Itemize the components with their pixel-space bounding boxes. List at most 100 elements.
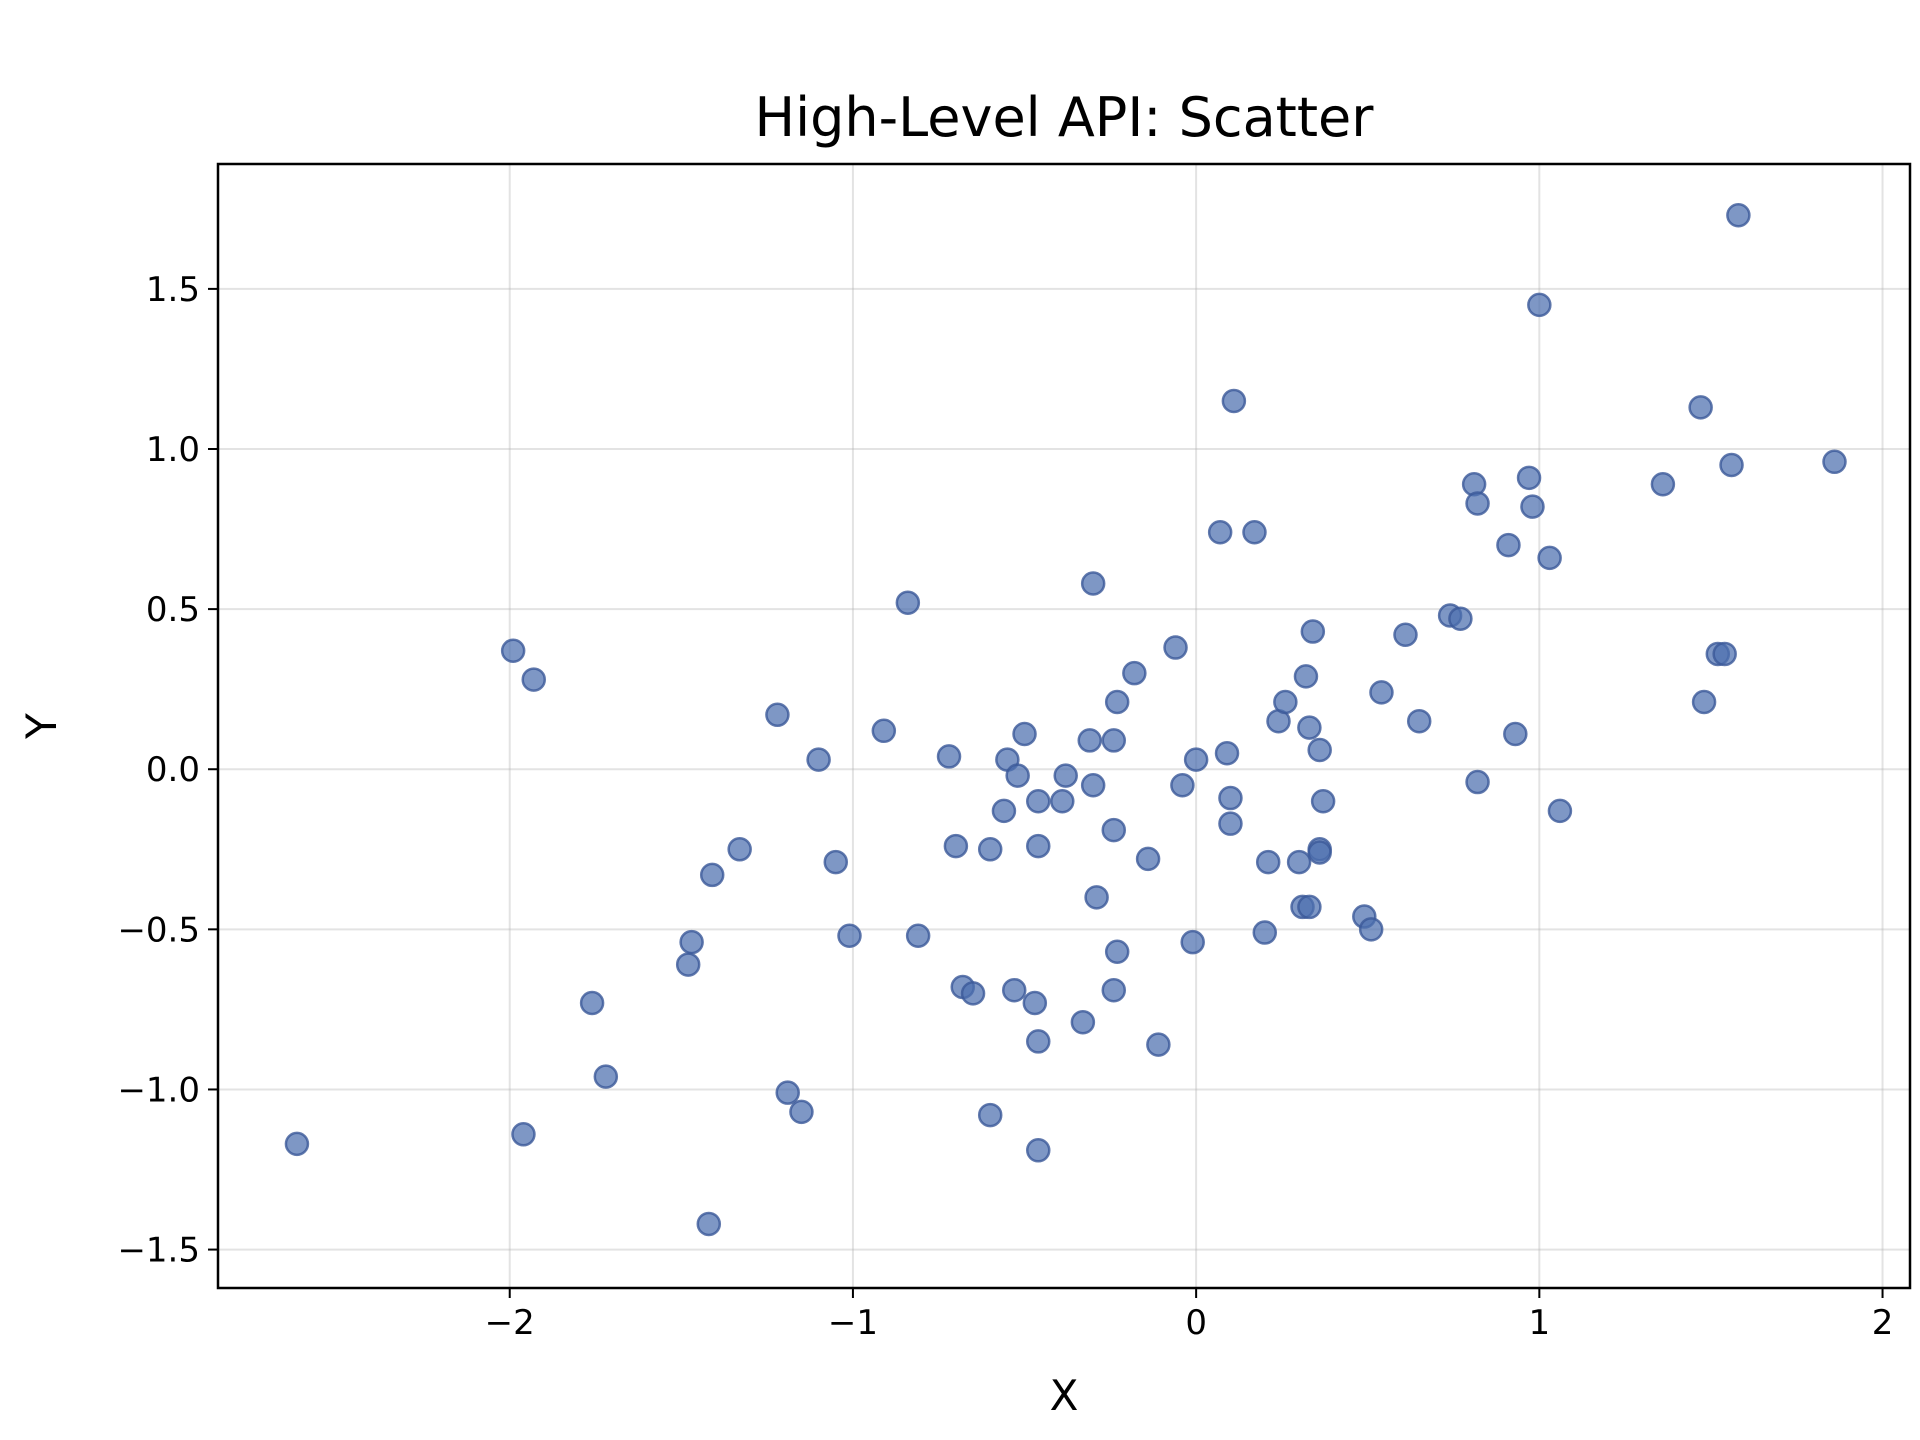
scatter-point — [775, 1080, 800, 1105]
scatter-point — [991, 798, 1017, 824]
scatter-point — [1310, 789, 1336, 814]
scatter-point — [1070, 1009, 1096, 1035]
scatter-point — [1503, 721, 1528, 747]
scatter-point — [1369, 680, 1394, 705]
scatter-point — [1242, 520, 1267, 545]
scatter-point — [1026, 1029, 1051, 1054]
scatter-point — [1465, 491, 1490, 516]
scatter-point — [1726, 202, 1751, 228]
scatter-point — [1218, 811, 1243, 836]
scatter-point — [871, 718, 897, 744]
scatter-point — [1406, 708, 1432, 734]
chart-title: High-Level API: Scatter — [755, 86, 1375, 149]
y-axis-label: Y — [17, 713, 66, 740]
scatter-point — [1688, 395, 1713, 420]
scatter-point — [1005, 763, 1030, 788]
x-tick-label: 0 — [1185, 1303, 1207, 1343]
scatter-point — [727, 837, 752, 862]
scatter-point — [1719, 452, 1744, 478]
scatter-point — [1001, 977, 1027, 1003]
scatter-point — [1516, 465, 1542, 491]
scatter-point — [1650, 471, 1676, 497]
scatter-point — [1822, 449, 1847, 475]
scatter-point — [1300, 619, 1326, 644]
scatter-point — [1293, 664, 1319, 689]
scatter-point — [679, 929, 704, 955]
scatter-point — [511, 1122, 536, 1147]
scatter-point — [1527, 292, 1552, 318]
scatter-point — [1448, 606, 1473, 631]
scatter-point — [1691, 689, 1717, 715]
scatter-point — [1520, 494, 1545, 519]
scatter-point — [1135, 846, 1161, 872]
scatter-point — [1170, 772, 1195, 798]
scatter-point — [1022, 990, 1048, 1016]
scatter-point — [1026, 1138, 1051, 1163]
axis-ticks: −2 −1 0 1 2 −1.5 −1.0 −0.5 0.0 0.5 1.0 1.5 — [117, 270, 1893, 1343]
scatter-point — [1053, 763, 1078, 788]
scatter-point — [960, 981, 986, 1006]
scatter-point — [1297, 894, 1322, 920]
scatter-point — [1101, 977, 1127, 1003]
scatter-point — [1496, 532, 1521, 558]
scatter-point — [895, 590, 921, 615]
y-tick-label: 0.5 — [146, 590, 200, 630]
scatter-point — [1307, 737, 1332, 763]
scatter-point — [905, 923, 931, 948]
scatter-point — [936, 744, 962, 769]
grid — [218, 164, 1910, 1288]
scatter-point — [1286, 849, 1312, 875]
scatter-point — [806, 747, 831, 772]
scatter-point — [579, 990, 605, 1016]
scatter-point — [696, 1211, 722, 1237]
scatter-point — [521, 667, 546, 692]
scatter-point — [765, 702, 790, 728]
scatter-point — [1465, 769, 1490, 795]
scatter-point — [1080, 571, 1106, 596]
x-tick-label: −2 — [485, 1303, 535, 1343]
scatter-point — [977, 837, 1003, 862]
scatter-point — [1221, 388, 1247, 414]
x-tick-label: 1 — [1529, 1303, 1551, 1343]
scatter-point — [500, 638, 526, 663]
scatter-point — [1297, 715, 1322, 740]
plot-frame — [216, 162, 1912, 1290]
scatter-point — [977, 1102, 1003, 1128]
scatter-point — [1077, 728, 1102, 753]
scatter-point — [1080, 772, 1106, 798]
scatter-point — [1026, 789, 1051, 814]
scatter-point — [1712, 641, 1737, 667]
scatter-point — [1050, 789, 1075, 814]
y-tick-label: 0.0 — [146, 750, 200, 790]
scatter-point — [1122, 660, 1147, 686]
scatter-point — [1104, 689, 1130, 715]
scatter-point — [284, 1131, 310, 1157]
scatter-point — [1307, 840, 1332, 865]
scatter-point — [699, 862, 725, 888]
scatter-point — [1393, 622, 1418, 647]
scatter-point — [1207, 520, 1233, 545]
scatter-point — [943, 833, 969, 859]
scatter-point — [1101, 728, 1127, 753]
scatter-point — [675, 952, 701, 977]
y-tick-label: −1.5 — [117, 1231, 200, 1271]
y-tick-label: −0.5 — [117, 910, 200, 950]
scatter-point — [1084, 885, 1109, 910]
scatter-point — [1012, 721, 1037, 747]
scatter-point — [1218, 785, 1243, 811]
scatter-point — [1252, 920, 1278, 945]
x-tick-label: −1 — [828, 1303, 878, 1343]
scatter-point — [1146, 1032, 1171, 1057]
scatter-point — [1180, 929, 1205, 955]
scatter-point — [789, 1099, 814, 1125]
scatter-point — [1104, 939, 1130, 965]
y-tick-label: −1.0 — [117, 1070, 200, 1110]
scatter-point — [1273, 689, 1298, 715]
scatter-point — [1163, 635, 1188, 660]
scatter-point — [1214, 740, 1240, 766]
scatter-point — [1358, 917, 1384, 942]
x-axis-label: X — [1050, 1371, 1079, 1420]
scatter-point — [1537, 545, 1562, 571]
scatter-point — [837, 923, 862, 948]
